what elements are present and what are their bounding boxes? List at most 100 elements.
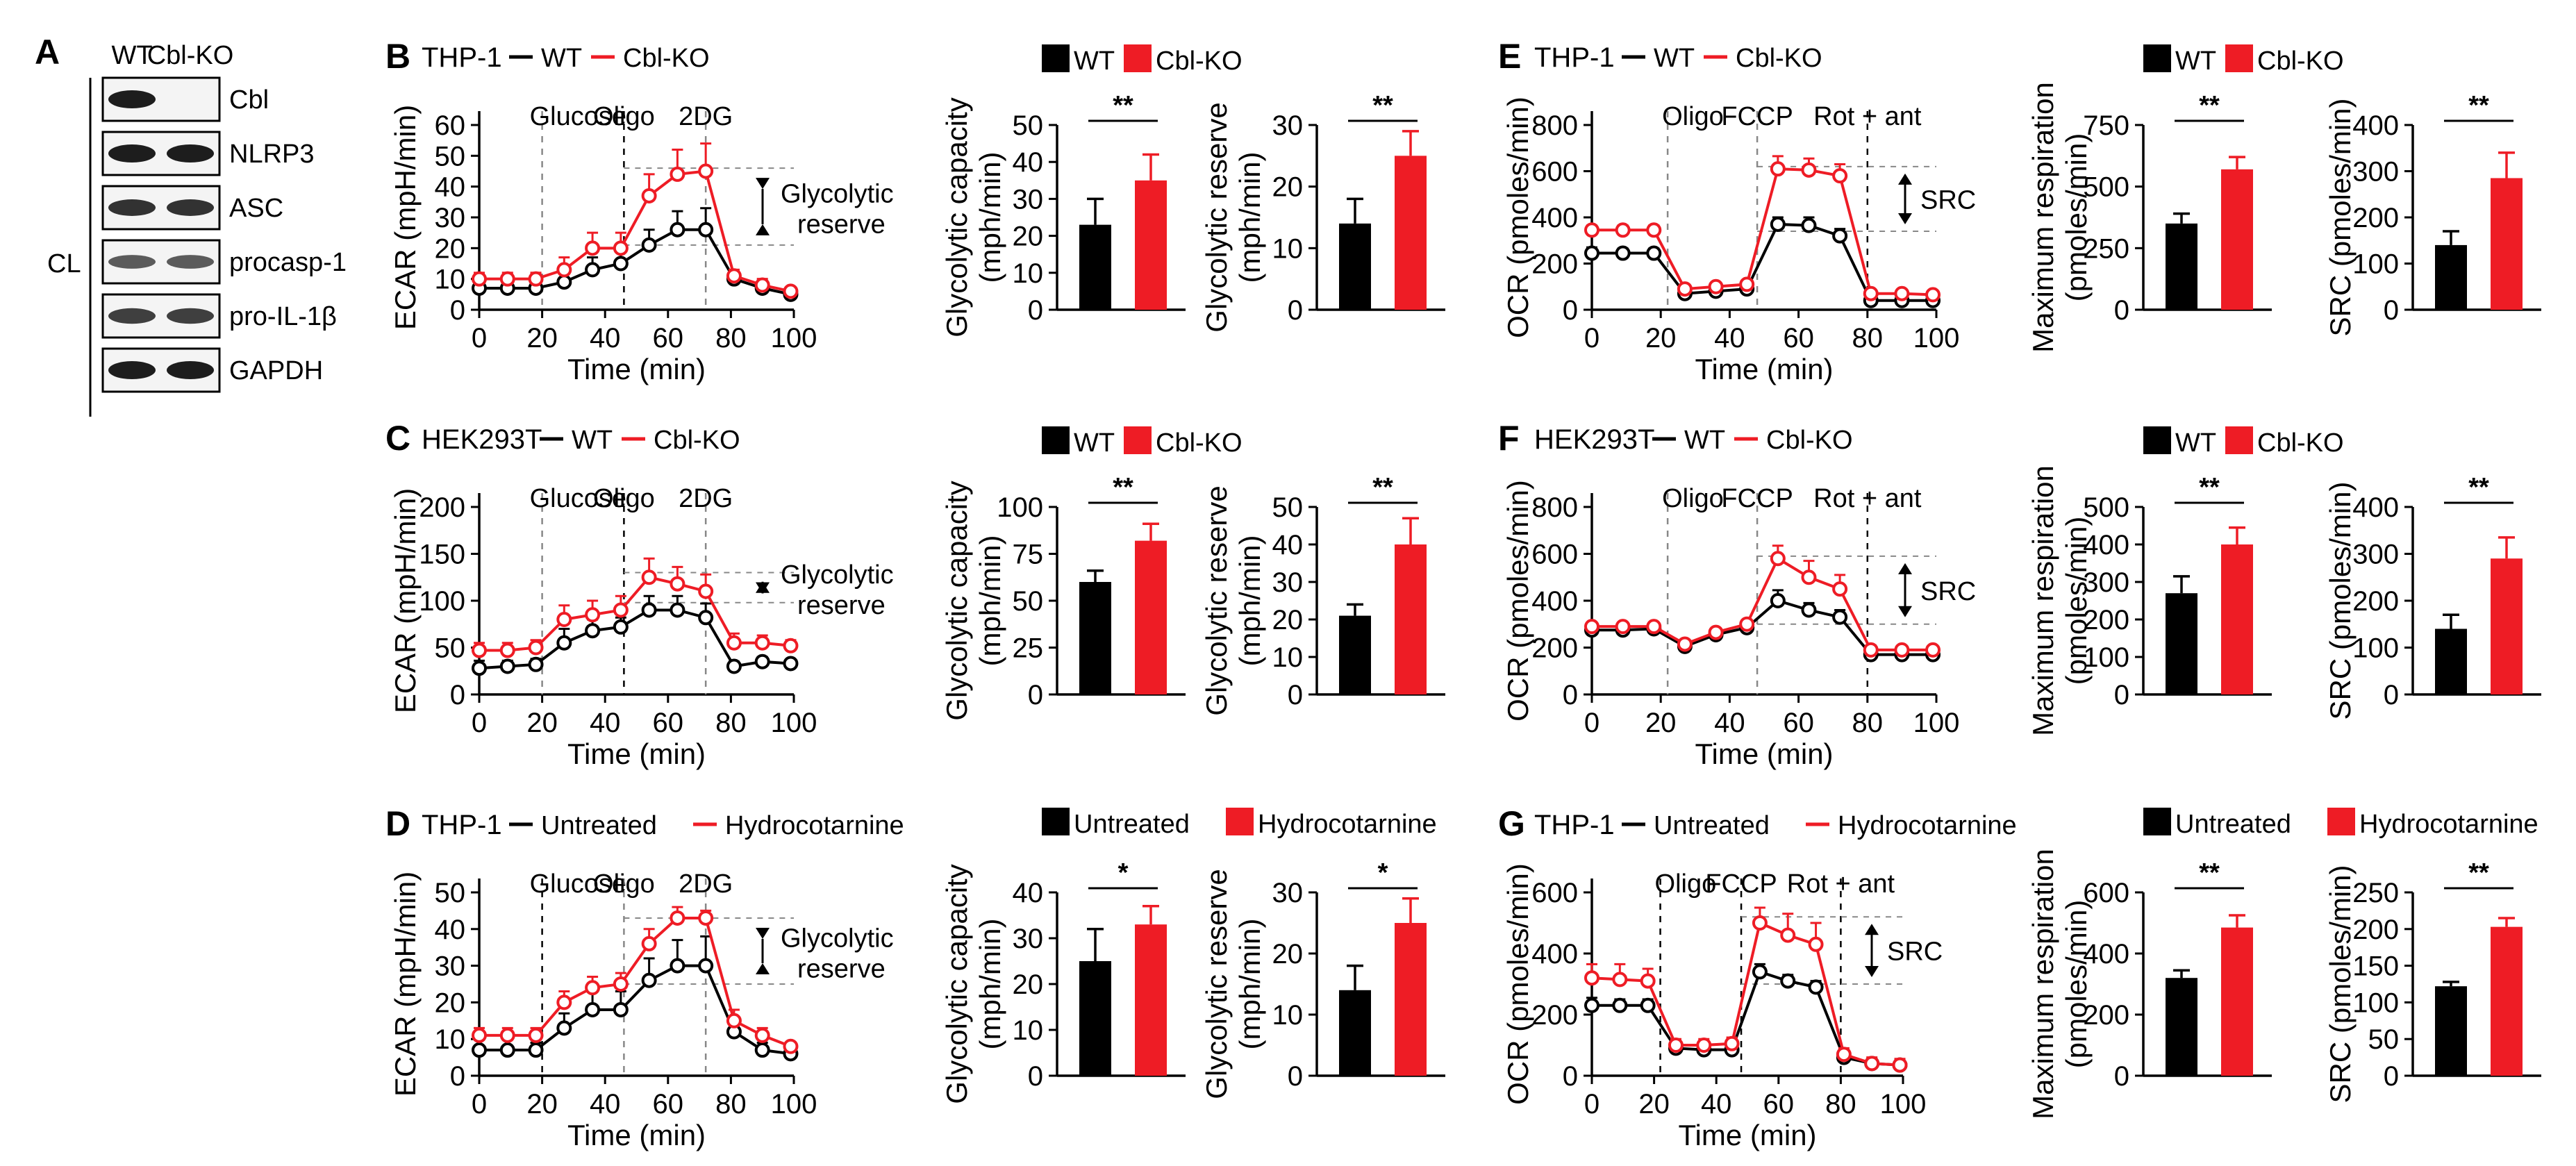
bar-legend-c: WT Cbl-KO xyxy=(1042,426,1243,458)
y-tick-label: 20 xyxy=(1272,939,1304,969)
injection-label-2dg: 2DG xyxy=(679,869,733,899)
data-point xyxy=(528,1027,544,1043)
y-tick-label: 800 xyxy=(1531,492,1578,523)
x-tick-label: 20 xyxy=(526,1089,558,1119)
data-point xyxy=(1780,927,1796,943)
x-tick-label: 0 xyxy=(1584,323,1599,353)
src-arrow-up xyxy=(1898,173,1912,185)
y-axis-label-line-1: Maximum respiration xyxy=(2027,849,2059,1119)
data-point xyxy=(499,642,515,658)
injection-label-oligo: Oligo xyxy=(1655,869,1717,899)
x-tick-label: 80 xyxy=(715,323,747,353)
x-axis-label: Time (min) xyxy=(1695,738,1833,770)
data-point xyxy=(641,935,657,951)
y-tick-label: 100 xyxy=(419,586,465,617)
x-tick-label: 20 xyxy=(1645,323,1677,353)
x-tick-label: 40 xyxy=(590,1089,621,1119)
data-point xyxy=(726,1013,742,1028)
data-point xyxy=(726,658,742,674)
y-tick-label: 300 xyxy=(2083,567,2129,598)
legend-swatch-1 xyxy=(2143,44,2171,72)
blot-label-gapdh: GAPDH xyxy=(229,356,323,385)
y-tick-label: 40 xyxy=(1272,530,1304,560)
series-line xyxy=(479,608,791,670)
data-point xyxy=(1832,228,1848,244)
data-point xyxy=(1668,1038,1684,1053)
bar-chart-b2: 0 10 20 30 Glycolytic reserve (mph/min) ** xyxy=(1200,91,1445,333)
bar-treated xyxy=(2221,544,2253,694)
data-point xyxy=(1612,972,1628,988)
data-point xyxy=(1739,616,1755,632)
legend-label-series-2: Cbl-KO xyxy=(1736,44,1822,73)
y-tick-label: 300 xyxy=(2352,540,2399,570)
data-point xyxy=(1894,642,1910,658)
src-arrow-up xyxy=(1865,924,1879,935)
data-point xyxy=(698,163,714,179)
y-tick-label: 50 xyxy=(1272,492,1304,523)
bar-control xyxy=(1339,223,1371,310)
panel-cell-line: THP-1 xyxy=(1534,810,1615,840)
data-point xyxy=(1584,222,1599,238)
injection-label-oligo: Oligo xyxy=(593,484,655,513)
significance-label: ** xyxy=(1372,91,1393,120)
series-cbl-ko xyxy=(472,557,799,658)
data-point xyxy=(1739,276,1755,292)
injection-label-fccp: FCCP xyxy=(1721,484,1793,513)
blot-band-wt xyxy=(108,90,156,108)
y-tick-label: 400 xyxy=(2352,492,2399,523)
x-tick-label: 0 xyxy=(472,323,487,353)
bar-chart-e1: 0 250 500 750 Maximum respiration (pmoles/min… xyxy=(2027,82,2272,353)
data-point xyxy=(641,972,657,988)
data-point xyxy=(641,188,657,203)
y-axis-label-line-2: (pmoles/min) xyxy=(2060,900,2093,1069)
blot-label-asc: ASC xyxy=(229,194,283,223)
x-tick-label: 0 xyxy=(1584,708,1599,738)
legend-label-series-1: Untreated xyxy=(541,811,657,840)
annotation-line-2: reserve xyxy=(797,591,886,620)
y-tick-label: 100 xyxy=(2083,642,2129,673)
data-point xyxy=(528,271,544,287)
y-tick-label: 20 xyxy=(435,233,466,264)
y-axis-label-line-1: Glycolytic capacity xyxy=(940,481,973,720)
legend-label-series-1: Untreated xyxy=(1654,811,1770,840)
bar-treated xyxy=(2491,558,2523,694)
y-tick-label: 200 xyxy=(2083,605,2129,635)
data-point xyxy=(585,262,601,278)
y-tick-label: 30 xyxy=(1272,110,1304,141)
data-point xyxy=(556,1020,572,1036)
bar-treated xyxy=(2491,926,2523,1076)
x-tick-label: 40 xyxy=(1701,1089,1732,1119)
significance-label: ** xyxy=(1113,91,1133,120)
legend-swatch-1 xyxy=(1042,808,1070,835)
y-tick-label: 600 xyxy=(1531,157,1578,188)
y-tick-label: 400 xyxy=(2083,939,2129,969)
panel-cell-line: HEK293T xyxy=(422,424,542,455)
data-point xyxy=(1584,997,1599,1013)
series-line xyxy=(1591,921,1900,1067)
data-point xyxy=(1724,1035,1740,1051)
data-point xyxy=(726,635,742,651)
y-axis-label: SRC (pmoles/min) xyxy=(2324,98,2357,336)
data-point xyxy=(670,576,685,592)
bar-legend-f: WT Cbl-KO xyxy=(2143,426,2344,458)
data-point xyxy=(613,619,629,635)
y-axis-label-line-2: (pmoles/min) xyxy=(2060,517,2093,685)
y-axis-label-line-2: (mph/min) xyxy=(974,918,1006,1049)
x-tick-label: 0 xyxy=(1584,1089,1599,1119)
x-axis-label: Time (min) xyxy=(567,353,706,385)
y-axis-label-line-1: Maximum respiration xyxy=(2027,465,2059,736)
lane-label-wt: WT xyxy=(111,41,152,70)
data-point xyxy=(556,612,572,627)
series-hydrocotarnine xyxy=(1584,906,1908,1073)
legend-label-1: WT xyxy=(2175,428,2216,458)
significance-label: * xyxy=(1118,858,1129,888)
x-tick-label: 100 xyxy=(771,323,817,353)
series-line xyxy=(1592,222,1934,302)
y-tick-label: 30 xyxy=(1272,878,1304,908)
y-tick-label: 10 xyxy=(1272,1000,1304,1031)
bar-treated xyxy=(1135,924,1167,1076)
data-point xyxy=(1612,997,1628,1013)
data-point xyxy=(499,1042,515,1058)
